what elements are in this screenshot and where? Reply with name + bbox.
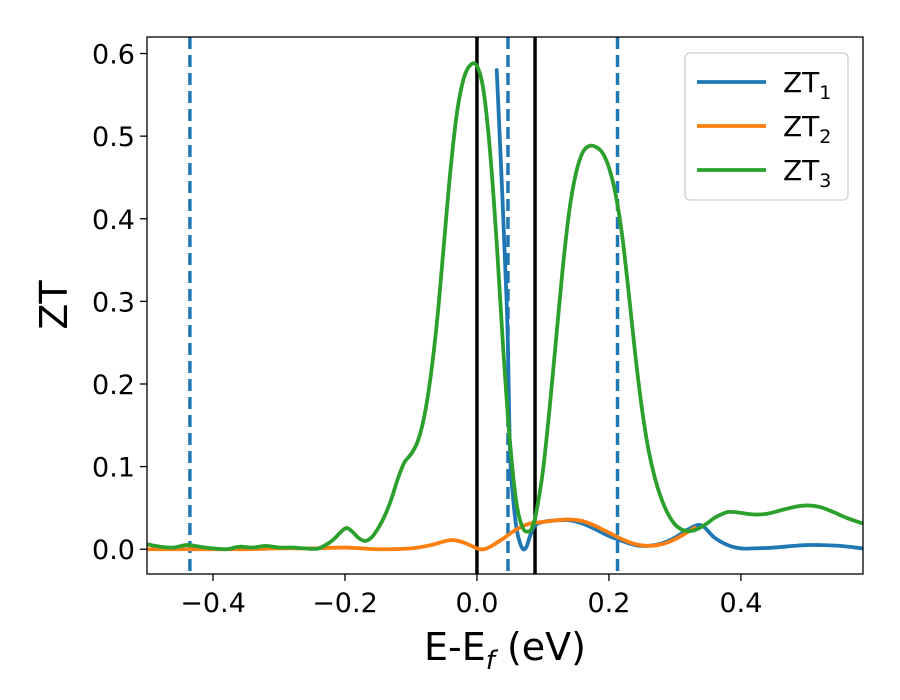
reference-lines xyxy=(188,37,620,574)
x-axis-label: E-Ef (eV) xyxy=(424,625,586,676)
y-tick-label: 0.4 xyxy=(92,205,135,236)
series-lines xyxy=(147,61,863,552)
x-tick-label: 0.2 xyxy=(587,588,630,619)
legend-box xyxy=(684,52,849,201)
x-axis: −0.4 −0.2 0.0 0.2 0.4 xyxy=(180,574,762,619)
series-line-zt3 xyxy=(147,61,863,552)
x-tick-label: 0.4 xyxy=(719,588,762,619)
y-axis: 0.0 0.1 0.2 0.3 0.4 0.5 0.6 xyxy=(92,40,147,566)
y-tick-label: 0.5 xyxy=(92,122,135,153)
y-tick-label: 0.1 xyxy=(92,453,135,484)
y-axis-label: ZT xyxy=(32,280,76,330)
plot-frame xyxy=(146,36,864,575)
legend-label-zt2: ZT2 xyxy=(783,110,831,148)
x-tick-label: −0.4 xyxy=(180,588,246,619)
legend-label-zt1: ZT1 xyxy=(783,66,831,104)
series-line-zt1 xyxy=(494,68,863,552)
legend-label-zt3: ZT3 xyxy=(783,154,831,192)
y-tick-label: 0.6 xyxy=(92,40,135,71)
legend: ZT1 ZT2 ZT3 xyxy=(684,52,849,201)
y-tick-label: 0.0 xyxy=(92,535,135,566)
y-tick-label: 0.3 xyxy=(92,287,135,318)
x-tick-label: 0.0 xyxy=(455,588,498,619)
x-tick-label: −0.2 xyxy=(312,588,378,619)
y-tick-label: 0.2 xyxy=(92,370,135,401)
